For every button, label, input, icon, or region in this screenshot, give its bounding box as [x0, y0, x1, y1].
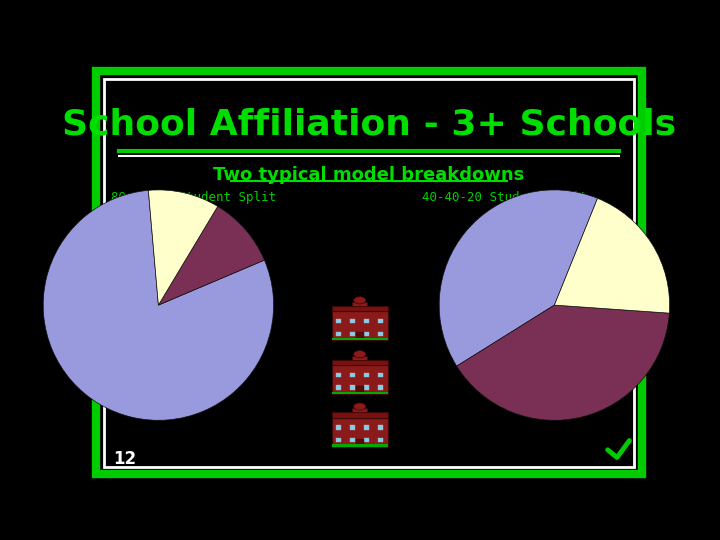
Bar — [350, 386, 355, 390]
Bar — [332, 392, 387, 394]
Bar — [377, 319, 383, 323]
Bar — [332, 312, 387, 340]
Wedge shape — [439, 190, 598, 366]
Wedge shape — [43, 190, 274, 420]
Text: Two typical model breakdowns: Two typical model breakdowns — [213, 166, 525, 184]
Bar — [364, 332, 369, 336]
Bar — [356, 386, 364, 394]
Bar — [353, 408, 367, 413]
Bar — [364, 438, 369, 442]
Bar — [377, 332, 383, 336]
Bar — [336, 386, 341, 390]
Bar — [332, 360, 387, 366]
Wedge shape — [158, 206, 264, 305]
Bar — [332, 366, 387, 394]
Bar — [350, 319, 355, 323]
Bar — [353, 355, 367, 360]
Bar — [350, 332, 355, 336]
Bar — [332, 444, 387, 447]
Bar — [332, 306, 387, 312]
FancyBboxPatch shape — [104, 79, 634, 467]
Bar — [336, 438, 341, 442]
Ellipse shape — [354, 296, 366, 304]
Wedge shape — [554, 198, 670, 313]
Bar — [336, 426, 341, 430]
Text: 40-40-20 Student Split: 40-40-20 Student Split — [422, 191, 587, 204]
Bar — [364, 426, 369, 430]
Ellipse shape — [354, 350, 366, 357]
Bar — [364, 386, 369, 390]
Bar — [356, 438, 364, 447]
Bar — [353, 302, 367, 306]
Bar — [377, 426, 383, 430]
Bar — [332, 338, 387, 340]
Bar — [364, 319, 369, 323]
Text: 80-10-10 Student Split: 80-10-10 Student Split — [111, 191, 276, 204]
Bar — [336, 373, 341, 377]
Bar — [377, 373, 383, 377]
Bar — [377, 438, 383, 442]
Text: 12: 12 — [113, 450, 136, 468]
Ellipse shape — [354, 403, 366, 410]
Bar — [350, 426, 355, 430]
FancyBboxPatch shape — [96, 71, 642, 475]
Bar — [350, 438, 355, 442]
Bar — [377, 386, 383, 390]
Bar — [332, 418, 387, 447]
Bar — [336, 332, 341, 336]
Bar — [332, 413, 387, 418]
Bar — [336, 319, 341, 323]
Bar — [364, 373, 369, 377]
Bar — [350, 373, 355, 377]
Wedge shape — [456, 305, 670, 420]
Bar — [356, 333, 364, 340]
Text: School Affiliation - 3+ Schools: School Affiliation - 3+ Schools — [62, 108, 676, 142]
Wedge shape — [148, 190, 217, 305]
